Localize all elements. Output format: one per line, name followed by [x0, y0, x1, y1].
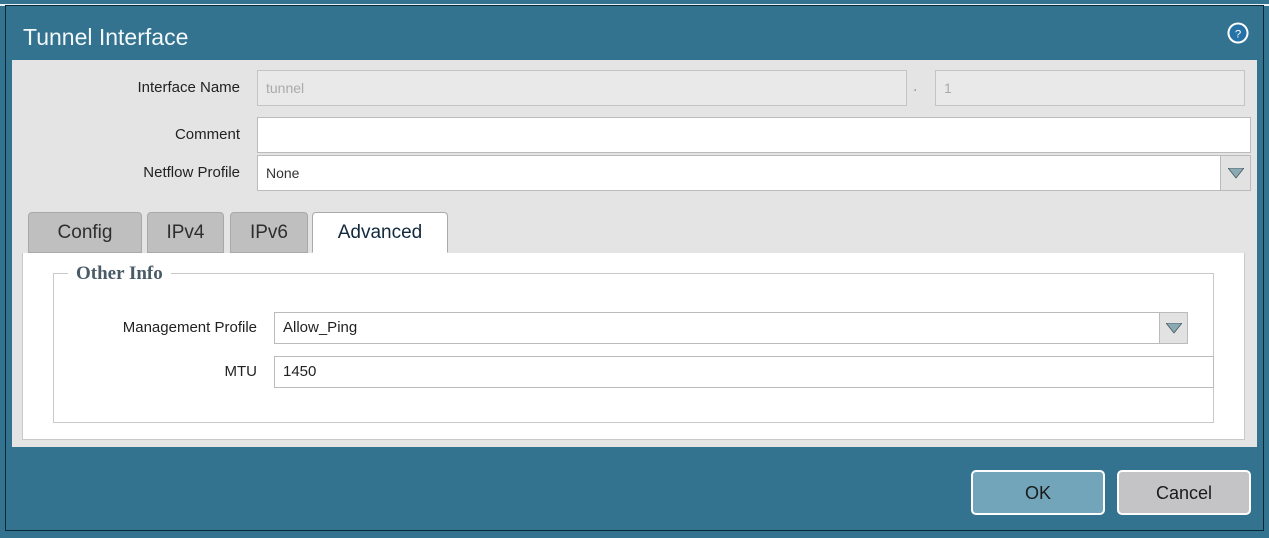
svg-text:?: ? [1235, 28, 1241, 40]
